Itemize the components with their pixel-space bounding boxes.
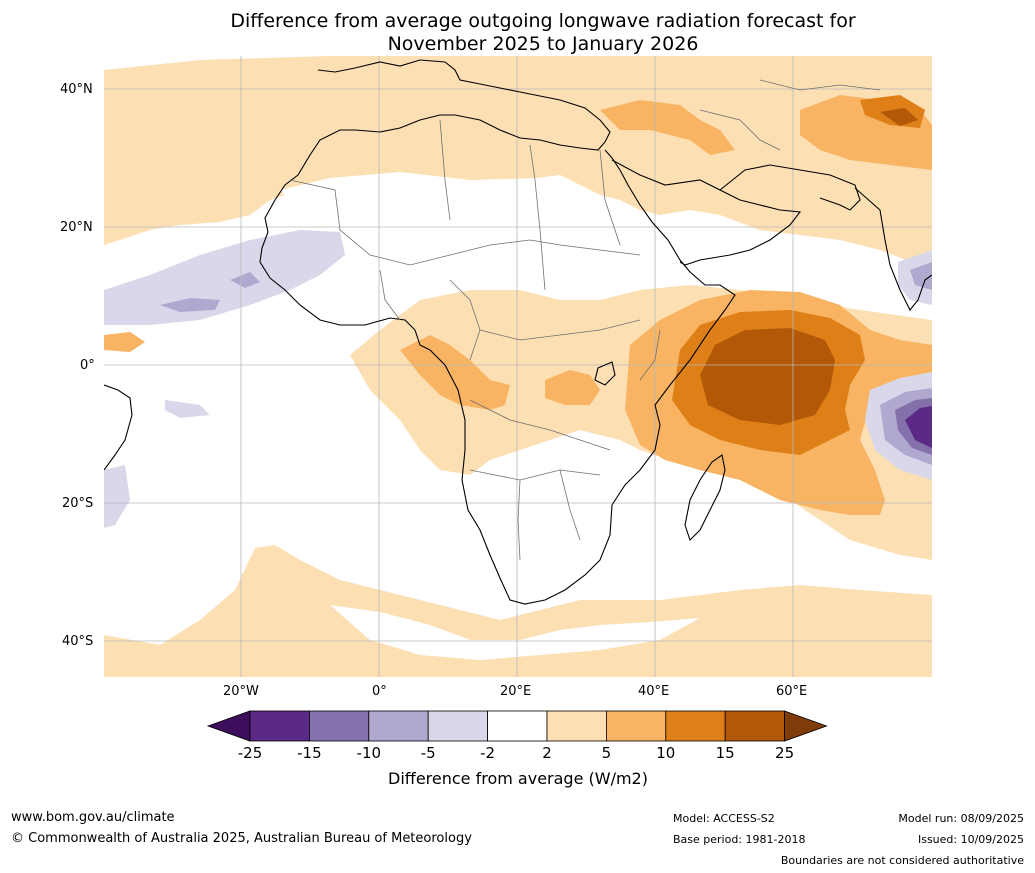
footer-website: www.bom.gov.au/climate	[11, 810, 175, 825]
colorbar-segment	[546, 710, 607, 742]
lat-tick-20n: 20°N	[60, 220, 93, 235]
colorbar-tick-label: 2	[542, 744, 552, 762]
footer-model: Model: ACCESS-S2	[673, 812, 775, 825]
colorbar-tick-label: 5	[601, 744, 612, 762]
anomaly-15-25	[700, 328, 835, 425]
footer-copyright: © Commonwealth of Australia 2025, Austra…	[11, 831, 472, 846]
colorbar-segment	[724, 710, 786, 742]
colorbar-extend-low	[206, 710, 251, 742]
colorbar-title: Difference from average (W/m2)	[388, 769, 648, 788]
colorbar-extend-high	[784, 710, 828, 742]
lat-tick-40s: 40°S	[62, 634, 94, 649]
colorbar-segment	[249, 710, 310, 742]
colorbar-tick-label: 10	[656, 744, 676, 762]
colorbar-tick-label: -5	[420, 744, 436, 762]
anomaly-2-5-south	[104, 545, 932, 677]
lat-tick-0: 0°	[80, 358, 95, 373]
colorbar-segment	[487, 710, 548, 742]
graticule	[104, 56, 932, 677]
colorbar-tick-label: -10	[356, 744, 382, 762]
colorbar-tick-label: 25	[775, 744, 795, 762]
title-line-2: November 2025 to January 2026	[387, 33, 699, 55]
lat-tick-40n: 40°N	[60, 82, 93, 97]
colorbar-tick-label: -15	[297, 744, 322, 762]
country-borders	[289, 79, 881, 561]
colorbar-tick-label: -2	[480, 744, 496, 762]
colorbar-segment	[308, 710, 370, 742]
colorbar-tick-label: -25	[237, 744, 263, 762]
anomaly-2-5-north	[104, 56, 932, 270]
lat-tick-20s: 20°S	[62, 496, 94, 511]
colorbar-segment	[606, 710, 667, 742]
lon-tick-20w: 20°W	[223, 684, 259, 699]
lon-tick-40e: 40°E	[638, 684, 670, 699]
footer-model-run: Model run: 08/09/2025	[898, 812, 1024, 825]
lon-tick-20e: 20°E	[500, 684, 532, 699]
anomaly-neg-2-5-west	[104, 230, 345, 325]
colorbar-segment	[368, 710, 429, 742]
footer-base-period: Base period: 1981-2018	[673, 833, 806, 846]
colorbar-segment	[665, 710, 726, 742]
lon-tick-0: 0°	[372, 684, 387, 699]
lon-tick-60e: 60°E	[776, 684, 808, 699]
colorbar-segment	[427, 710, 489, 742]
footer-disclaimer: Boundaries are not considered authoritat…	[780, 854, 1024, 867]
coastlines	[104, 59, 932, 605]
title-line-1: Difference from average outgoing longwav…	[230, 10, 856, 32]
colorbar-tick-label: 15	[715, 744, 735, 762]
map-title: Difference from average outgoing longwav…	[100, 10, 986, 56]
footer-issued: Issued: 10/09/2025	[917, 833, 1024, 846]
